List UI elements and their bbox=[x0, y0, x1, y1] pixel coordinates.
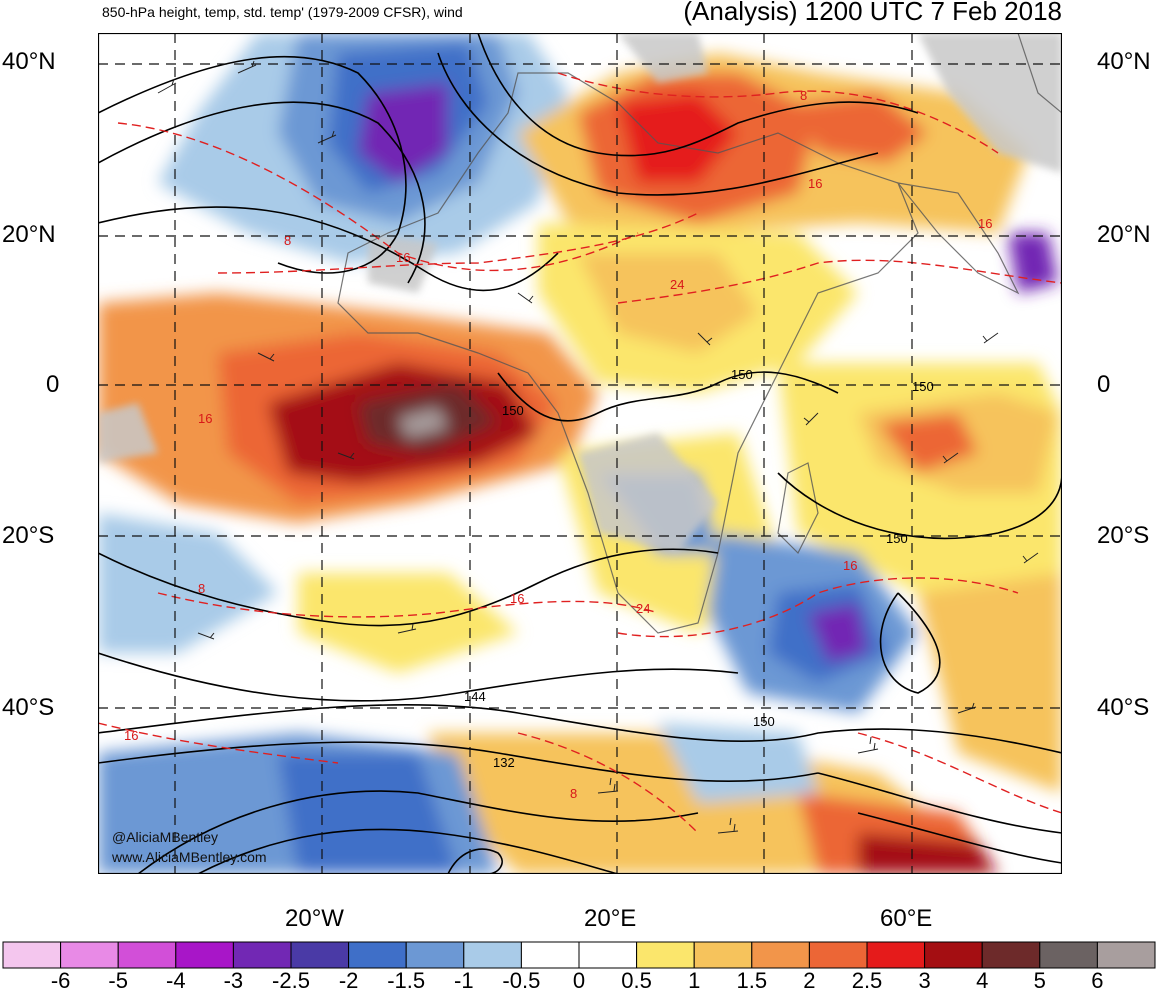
colorbar-swatch bbox=[60, 941, 119, 969]
colorbar-swatch bbox=[751, 941, 810, 969]
colorbar-tick-label: 2 bbox=[803, 968, 816, 993]
temp-label: 8 bbox=[570, 786, 577, 801]
colorbar-swatch bbox=[175, 941, 234, 969]
colorbar-swatch bbox=[981, 941, 1041, 969]
height-label: 150 bbox=[502, 403, 524, 418]
colorbar-tick-label: 6 bbox=[1091, 968, 1104, 993]
temp-label: 16 bbox=[396, 250, 410, 265]
height-contours bbox=[98, 33, 1062, 874]
colorbar-tick-label: -2.5 bbox=[272, 968, 310, 993]
height-label: 132 bbox=[493, 755, 515, 770]
temp-label: 16 bbox=[843, 558, 857, 573]
height-label: 150 bbox=[886, 531, 908, 546]
temp-label: 16 bbox=[124, 728, 138, 743]
colorbar-swatch bbox=[290, 941, 350, 969]
colorbar-swatch bbox=[924, 941, 983, 969]
colorbar-tick-label: -3 bbox=[223, 968, 244, 993]
colorbar-tick-label: 3 bbox=[918, 968, 931, 993]
colorbar-swatch bbox=[636, 941, 695, 969]
credit-handle: @AliciaMBentley bbox=[112, 829, 219, 845]
colorbar-tick-label: -0.5 bbox=[502, 968, 541, 993]
colorbar-swatch bbox=[1096, 941, 1156, 969]
lat-label-eq-left: 0 bbox=[46, 371, 60, 398]
colorbar-swatch bbox=[578, 941, 638, 969]
colorbar-tick-label: 0 bbox=[572, 968, 586, 993]
temp-label: 8 bbox=[284, 233, 291, 248]
temp-label: 24 bbox=[670, 277, 684, 292]
anomaly-colorbar bbox=[2, 941, 1156, 969]
colorbar-swatch bbox=[348, 941, 407, 969]
height-label: 144 bbox=[464, 689, 486, 704]
colorbar-tick-label: -4 bbox=[166, 968, 186, 993]
lat-label-20s-right: 20°S bbox=[1097, 522, 1150, 549]
colorbar-swatch bbox=[2, 941, 62, 969]
colorbar-swatch bbox=[693, 941, 753, 969]
colorbar-tick-label: -1 bbox=[454, 968, 474, 993]
colorbar-swatch bbox=[232, 941, 292, 969]
temp-label: 16 bbox=[808, 176, 822, 191]
height-label: 150 bbox=[731, 367, 753, 382]
colorbar-tick-label: 0.5 bbox=[621, 968, 652, 993]
colorbar-swatch bbox=[520, 941, 580, 969]
lat-label-40n-right: 40°N bbox=[1097, 48, 1151, 75]
colorbar-swatch bbox=[866, 941, 926, 969]
temp-label: 16 bbox=[978, 216, 992, 231]
graticule bbox=[98, 33, 1062, 874]
temp-label: 16 bbox=[510, 591, 524, 606]
lon-label-60e: 60°E bbox=[880, 905, 933, 932]
temp-label: 8 bbox=[198, 581, 205, 596]
coastlines bbox=[337, 33, 1062, 634]
analysis-map: 150 150 150 150 150 144 132 8 16 24 16 8… bbox=[98, 33, 1062, 874]
colorbar-tick-label: -5 bbox=[108, 968, 128, 993]
colorbar-tick-label: 1.5 bbox=[736, 968, 768, 993]
lon-label-20e: 20°E bbox=[584, 905, 637, 932]
colorbar-swatch bbox=[1039, 941, 1098, 969]
map-subtitle: 850-hPa height, temp, std. temp' (1979-2… bbox=[102, 4, 463, 20]
lat-label-eq-right: 0 bbox=[1097, 371, 1111, 398]
lat-label-20s-left: 20°S bbox=[2, 522, 55, 549]
height-label: 150 bbox=[753, 714, 775, 729]
lat-label-20n-right: 20°N bbox=[1097, 221, 1151, 248]
lat-label-20n-left: 20°N bbox=[2, 221, 56, 248]
lat-label-40n-left: 40°N bbox=[2, 48, 56, 75]
colorbar-tick-label: -6 bbox=[50, 968, 71, 993]
colorbar-tick-label: 4 bbox=[976, 968, 989, 993]
credit-site: www.AliciaMBentley.com bbox=[112, 849, 267, 865]
temp-label: 16 bbox=[198, 411, 212, 426]
colorbar-tick-label: -1.5 bbox=[387, 968, 426, 993]
temp-label: 24 bbox=[636, 601, 650, 616]
colorbar-tick-label: -2 bbox=[338, 968, 359, 993]
colorbar-tick-label: 2.5 bbox=[851, 968, 883, 993]
map-title: (Analysis) 1200 UTC 7 Feb 2018 bbox=[683, 0, 1062, 26]
lat-label-40s-left: 40°S bbox=[2, 694, 55, 721]
colorbar-swatch bbox=[463, 941, 522, 969]
terrain-mask bbox=[98, 33, 1062, 553]
lat-label-40s-right: 40°S bbox=[1097, 694, 1150, 721]
colorbar-swatch bbox=[405, 941, 465, 969]
colorbar-swatch bbox=[117, 941, 177, 969]
colorbar-swatch bbox=[808, 941, 868, 969]
temp-label: 8 bbox=[800, 88, 807, 103]
colorbar-tick-label: 5 bbox=[1033, 968, 1046, 993]
temperature-contours bbox=[98, 72, 1062, 834]
colorbar-tick-label: 1 bbox=[688, 968, 701, 993]
height-label: 150 bbox=[912, 379, 934, 394]
lon-label-20w: 20°W bbox=[285, 905, 344, 932]
